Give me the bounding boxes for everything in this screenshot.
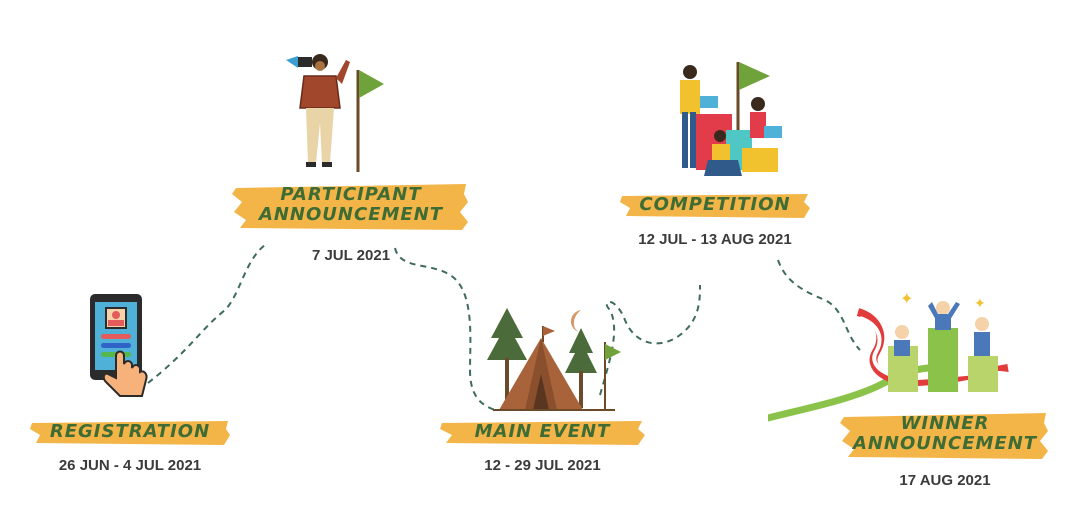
svg-text:✦: ✦ [900,289,913,308]
svg-text:✦: ✦ [974,296,986,312]
stage-title-line2: ANNOUNCEMENT [852,433,1038,454]
stage-title-line1: PARTICIPANT [280,184,422,206]
stage-main-event-banner: MAIN EVENT [440,415,645,449]
stage-participant-announcement-banner: PARTICIPANT ANNOUNCEMENT [232,176,470,234]
brush-stroke [620,194,810,218]
stage-winner-announcement-banner: WINNER ANNOUNCEMENT [840,405,1050,463]
stage-date: 12 - 29 JUL 2021 [484,457,601,474]
brush-stroke [840,413,1048,459]
stage-date: 17 AUG 2021 [899,472,991,489]
stage-title: REGISTRATION [49,421,211,443]
stage-title-line2: ANNOUNCEMENT [258,204,444,225]
brush-stroke [440,421,645,445]
stage-title: MAIN EVENT [474,421,611,443]
stage-registration-banner: REGISTRATION [30,415,230,449]
phone-tap-icon [90,294,148,397]
brush-stroke [30,421,230,445]
stage-title-line1: WINNER [900,413,990,435]
stage-competition-banner: COMPETITION [620,188,810,222]
stage-date: 12 JUL - 13 AUG 2021 [638,231,792,248]
brush-stroke [232,184,468,230]
team-laptops-icon [680,62,782,176]
stage-date: 26 JUN - 4 JUL 2021 [58,457,202,474]
megaphone-person-icon [286,54,384,172]
stage-title: COMPETITION [639,194,791,216]
camp-tent-icon [487,308,621,411]
stage-date: 7 JUL 2021 [311,247,391,264]
winners-podium-icon: ✦ ✦ [768,289,1009,422]
